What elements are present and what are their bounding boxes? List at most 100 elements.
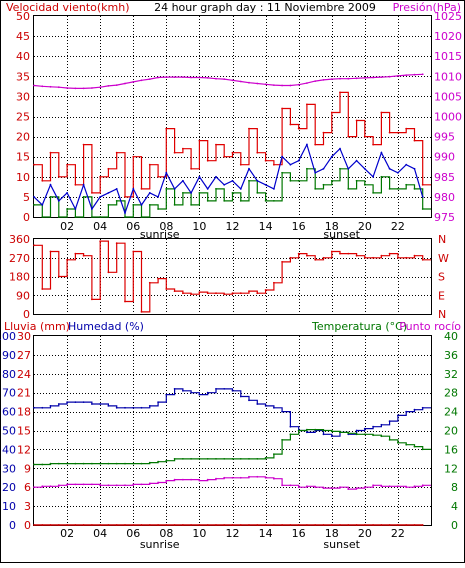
wind-direction-line-point xyxy=(347,252,350,255)
dew-point-line-point xyxy=(91,483,93,486)
wind-y-tick-label: 50 xyxy=(16,10,30,23)
pressure-line-point xyxy=(182,76,184,78)
humidity-line-point xyxy=(41,406,44,409)
humidity-line-point xyxy=(355,429,358,432)
wind-y-tick-label: 5 xyxy=(23,191,30,204)
humidity-y-tick-label: 10 xyxy=(2,500,16,513)
compass-tick-label: N xyxy=(438,308,446,321)
temperature-y-tick-label: 40 xyxy=(444,330,458,343)
rain-line-point xyxy=(107,524,110,526)
wind-direction-line-point xyxy=(421,258,424,261)
temperature-line-point xyxy=(33,463,35,466)
pressure-line-point xyxy=(206,77,209,79)
wind-green-line-point xyxy=(322,183,325,186)
rain-y-tick-label: 27 xyxy=(17,349,31,362)
wind-gust-line-point xyxy=(66,163,68,166)
wind-gust-line-point xyxy=(157,175,160,178)
wind-direction-line-point xyxy=(190,293,193,296)
wind-average-line-point xyxy=(91,208,93,210)
rain-y-tick-label: 3 xyxy=(24,500,31,513)
x-tick-label: 10 xyxy=(192,220,206,233)
humidity-y-tick-label: 0 xyxy=(9,519,16,532)
humidity-line-point xyxy=(372,425,374,428)
temperature-line-point xyxy=(397,441,399,444)
temperature-line-point xyxy=(405,443,408,446)
wind-green-line-point xyxy=(107,204,110,206)
dew-point-line-point xyxy=(66,483,68,486)
wind-green-line-point xyxy=(49,196,52,198)
direction-y-tick-label: 360 xyxy=(9,233,30,246)
temperature-line-point xyxy=(148,461,151,464)
rain-line-point xyxy=(66,524,68,526)
dew-point-line-point xyxy=(363,486,366,489)
x-tick-label: 12 xyxy=(226,220,240,233)
humidity-line-point xyxy=(198,393,201,396)
pressure-line-point xyxy=(190,76,193,79)
rain-line-point xyxy=(91,524,93,526)
wind-gust-line-point xyxy=(173,151,176,154)
dew-point-line-point xyxy=(190,478,193,481)
wind-gust-line-point xyxy=(339,91,341,94)
sunset-label: sunset xyxy=(323,538,360,551)
wind-gust-line-point xyxy=(206,159,209,162)
dew-point-line-point xyxy=(347,488,350,490)
humidity-line-point xyxy=(380,423,383,426)
temperature-line-point xyxy=(239,458,242,460)
wind-green-line-point xyxy=(372,192,374,194)
pressure-line-point xyxy=(91,87,93,89)
wind-average-line-point xyxy=(115,188,118,190)
wind-green-line-point xyxy=(231,192,234,194)
wind-gust-line-point xyxy=(421,183,424,186)
rain-line-point xyxy=(173,524,176,526)
pressure-y-tick-label: 985 xyxy=(434,171,455,184)
temperature-axis-title: Temperatura (°C) xyxy=(311,320,407,333)
pressure-line-point xyxy=(421,73,424,76)
temperature-line-point xyxy=(297,429,300,432)
wind-gust-line-point xyxy=(372,143,374,146)
wind-direction-line-point xyxy=(206,292,209,295)
x-tick-label: 14 xyxy=(259,527,273,540)
rain-y-tick-label: 24 xyxy=(17,368,31,381)
wind-direction-line-point xyxy=(289,256,292,259)
rain-line-point xyxy=(198,524,201,526)
pressure-y-tick-label: 1010 xyxy=(434,70,462,83)
wind-speed-axis-title: Velocidad viento(kmh) xyxy=(6,1,130,14)
wind-average-line-point xyxy=(49,183,52,186)
wind-direction-line-point xyxy=(91,298,93,301)
wind-gust-line-point xyxy=(256,151,259,154)
pressure-line-point xyxy=(148,78,151,80)
wind-average-line-point xyxy=(297,159,300,162)
rain-line-point xyxy=(330,524,333,526)
humidity-line-point xyxy=(281,410,283,413)
humidity-line-point xyxy=(99,403,102,405)
dew-point-line-point xyxy=(57,484,60,487)
x-tick-label: 12 xyxy=(226,527,240,540)
pressure-line-point xyxy=(397,75,399,77)
wind-gust-line-point xyxy=(314,143,317,146)
wind-green-line-point xyxy=(223,200,226,202)
direction-y-tick-label: 90 xyxy=(16,289,30,302)
wind-green-line-point xyxy=(306,167,308,170)
wind-average-line-point xyxy=(231,179,234,182)
pressure-line-point xyxy=(124,82,126,85)
temperature-line-point xyxy=(215,458,217,460)
dew-point-line-point xyxy=(264,476,267,479)
dew-point-line-point xyxy=(132,483,135,486)
temperature-line-point xyxy=(314,428,317,431)
temperature-line-point xyxy=(256,458,259,460)
wind-average-line-point xyxy=(273,188,275,190)
wind-gust-line-point xyxy=(57,175,60,178)
pressure-y-tick-label: 980 xyxy=(434,191,455,204)
temperature-line-point xyxy=(273,453,275,455)
wind-gust-line-point xyxy=(322,131,325,134)
rain-line-point xyxy=(140,524,143,526)
dew-point-line-point xyxy=(215,477,217,480)
wind-average-line-point xyxy=(165,171,168,174)
direction-y-tick-label: 0 xyxy=(23,308,30,321)
wind-gust-line-point xyxy=(41,179,44,182)
wind-average-line-point xyxy=(397,171,399,174)
temperature-line-point xyxy=(99,462,102,465)
humidity-line-point xyxy=(206,391,209,394)
pressure-y-tick-label: 1025 xyxy=(434,10,462,23)
humidity-line-point xyxy=(330,435,333,438)
